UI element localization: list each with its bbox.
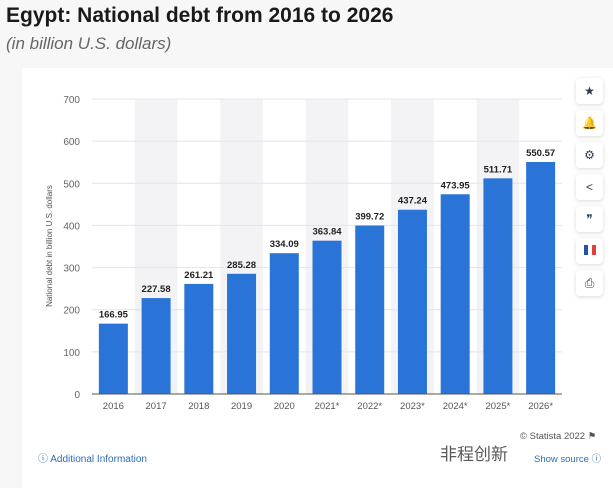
share-button[interactable]: < — [576, 174, 603, 200]
bar — [184, 283, 214, 394]
copyright: © Statista 2022 ⚑ — [520, 431, 596, 442]
star-button[interactable]: ★ — [576, 78, 603, 104]
bar — [227, 273, 257, 394]
bell-icon: 🔔 — [582, 116, 597, 130]
french-flag-button[interactable] — [576, 238, 603, 264]
gear-button[interactable]: ⚙ — [576, 142, 603, 168]
data-label: 473.95 — [441, 180, 471, 191]
x-tick-label: 2016 — [103, 401, 124, 412]
french-flag-icon — [583, 244, 596, 258]
y-axis-label: National debt in billion U.S. dollars — [45, 185, 54, 307]
data-label: 437.24 — [398, 196, 428, 207]
bar — [312, 240, 342, 394]
y-tick-label: 200 — [63, 306, 80, 317]
bar — [483, 178, 513, 394]
y-tick-label: 500 — [63, 179, 80, 190]
data-label: 363.84 — [312, 227, 342, 238]
x-tick-label: 2017 — [146, 401, 167, 412]
y-tick-label: 700 — [63, 95, 80, 106]
bar — [440, 194, 470, 394]
bell-button[interactable]: 🔔 — [576, 110, 603, 136]
chart-title: Egypt: National debt from 2016 to 2026 — [6, 4, 394, 27]
watermark: 非程创新 — [440, 445, 508, 464]
bar — [269, 253, 299, 394]
x-tick-label: 2022* — [357, 401, 382, 412]
x-tick-label: 2023* — [400, 401, 425, 412]
data-label: 285.28 — [227, 260, 256, 271]
x-tick-label: 2019 — [231, 401, 252, 412]
additional-info-label: Additional Information — [50, 454, 147, 465]
y-tick-label: 400 — [63, 221, 80, 232]
data-label: 550.57 — [526, 148, 555, 159]
show-source-link[interactable]: Show source ⓘ — [534, 451, 601, 465]
x-tick-label: 2026* — [528, 401, 553, 412]
bar — [397, 209, 427, 394]
y-tick-label: 0 — [74, 390, 80, 401]
chart-subtitle: (in billion U.S. dollars) — [6, 34, 172, 53]
bar — [98, 323, 128, 394]
print-button[interactable]: ⎙ — [576, 270, 603, 296]
info-icon: ⓘ — [591, 454, 602, 465]
quote-button[interactable]: ❞ — [576, 206, 603, 232]
data-label: 227.58 — [142, 284, 171, 295]
x-tick-label: 2018 — [188, 401, 209, 412]
share-icon: < — [585, 180, 593, 194]
additional-information-link[interactable]: ⓘ Additional Information — [38, 450, 147, 465]
gear-icon: ⚙ — [584, 148, 595, 162]
bar — [526, 161, 556, 394]
x-tick-label: 2021* — [315, 401, 340, 412]
data-label: 261.21 — [184, 270, 214, 281]
star-icon: ★ — [584, 84, 595, 98]
print-icon: ⎙ — [584, 275, 595, 290]
y-tick-label: 600 — [63, 137, 80, 148]
bar-chart: 0 100 200 300 400 500 600 700 166.95 2016 227.58 20… — [45, 95, 562, 412]
bar — [355, 225, 385, 394]
x-tick-label: 2024* — [443, 401, 468, 412]
quote-icon: ❞ — [586, 212, 593, 226]
info-icon: ⓘ — [38, 454, 51, 465]
flag-icon: ⚑ — [587, 431, 597, 442]
data-label: 334.09 — [270, 239, 299, 250]
data-label: 166.95 — [99, 310, 129, 321]
x-tick-label: 2025* — [485, 401, 510, 412]
y-tick-label: 100 — [63, 348, 80, 359]
y-tick-label: 300 — [63, 264, 80, 275]
data-label: 399.72 — [355, 212, 384, 223]
bar — [141, 298, 171, 394]
data-label: 511.71 — [484, 164, 513, 175]
x-tick-label: 2020 — [274, 401, 295, 412]
copyright-text: © Statista 2022 — [520, 431, 586, 442]
show-source-label: Show source — [534, 454, 589, 465]
